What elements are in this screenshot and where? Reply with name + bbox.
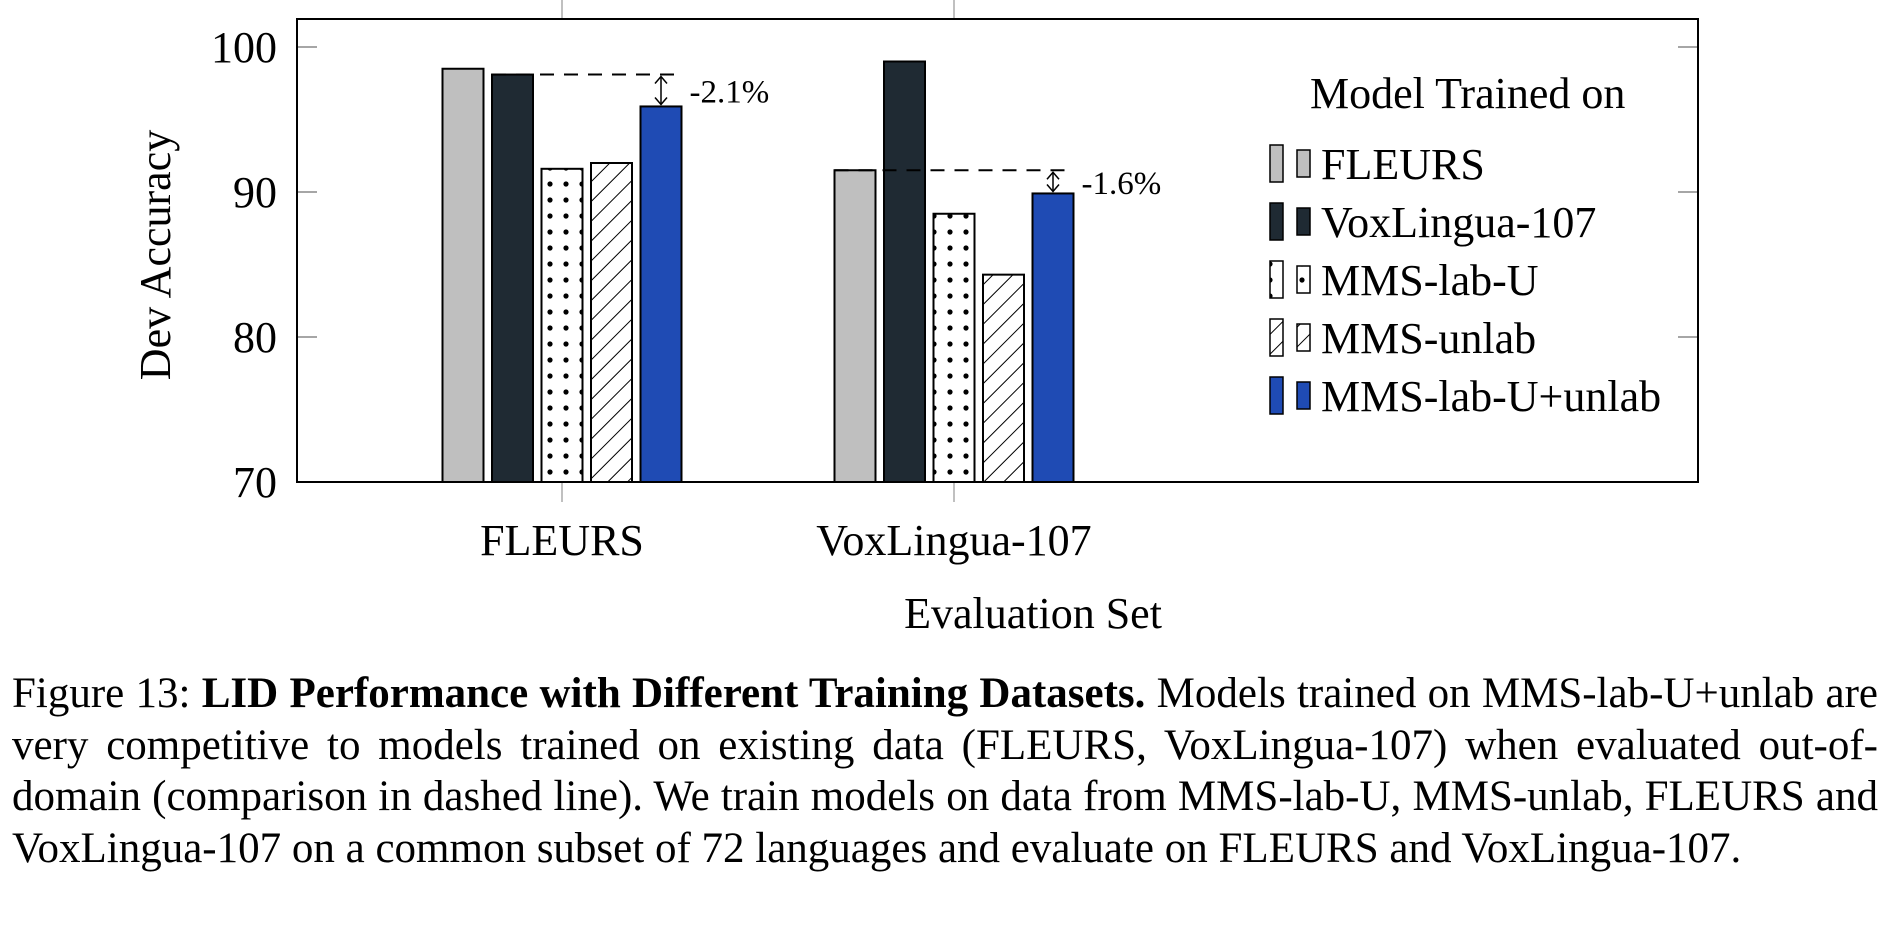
legend-item: MMS-lab-U [1269, 256, 1539, 305]
y-tick-label: 100 [211, 23, 277, 72]
caption-label: Figure 13: [12, 670, 191, 717]
caption-title: LID Performance with Different Training … [201, 670, 1146, 717]
bar [540, 167, 584, 484]
bar [883, 60, 926, 483]
bar [1031, 192, 1075, 483]
legend-swatch [1269, 318, 1284, 357]
plot-frame [296, 18, 1699, 483]
bar [982, 273, 1025, 483]
arrow-down-head [1046, 183, 1060, 193]
legend-item: MMS-lab-U+unlab [1269, 372, 1661, 421]
x-tick-label: FLEURS [480, 516, 644, 565]
y-tick-label: 90 [233, 168, 277, 217]
x-tick-label: VoxLingua-107 [816, 516, 1091, 565]
bar [833, 169, 877, 483]
bar [932, 212, 976, 483]
x-tick-labels: FLEURS VoxLingua-107 [480, 516, 1092, 565]
legend: Model Trained on FLEURS VoxLingua-107 MMS-… [1269, 69, 1661, 421]
delta-label: -1.6% [1082, 166, 1162, 202]
legend-swatch [1269, 202, 1284, 241]
bar [590, 162, 633, 483]
legend-swatch [1269, 144, 1284, 183]
legend-swatch-small [1296, 381, 1311, 410]
y-tick-label: 70 [233, 458, 277, 507]
legend-swatch-small [1296, 149, 1311, 178]
legend-swatch-small [1296, 207, 1311, 236]
arrow-down-head [654, 96, 668, 106]
bar [491, 73, 534, 484]
y-tick-label: 80 [233, 313, 277, 362]
legend-item: FLEURS [1269, 140, 1485, 189]
bars [441, 60, 1075, 484]
arrow-up-head [654, 75, 668, 85]
caption-body: Models trained on MMS-lab-U+unlab are ve… [12, 670, 1878, 872]
legend-label: MMS-lab-U+unlab [1321, 372, 1661, 421]
bar [639, 105, 683, 483]
annotations: -2.1% -1.6% [492, 73, 1162, 202]
legend-label: FLEURS [1321, 140, 1485, 189]
legend-item: VoxLingua-107 [1269, 198, 1596, 247]
delta-label: -2.1% [690, 75, 770, 111]
legend-item: MMS-unlab [1269, 314, 1536, 363]
figure-caption: Figure 13: LID Performance with Differen… [12, 668, 1878, 874]
bar [441, 67, 485, 483]
legend-swatch [1269, 260, 1284, 299]
arrow-up-head [1046, 171, 1060, 180]
legend-swatch [1269, 376, 1284, 415]
bar-chart: -2.1% -1.6% 70 80 90 100 FLEURS VoxLingua-107… [131, 0, 1699, 638]
x-axis-label: Evaluation Set [904, 589, 1162, 638]
legend-label: MMS-unlab [1321, 314, 1536, 363]
legend-swatch-small [1296, 323, 1311, 352]
y-axis-label: Dev Accuracy [131, 130, 180, 380]
legend-title: Model Trained on [1310, 69, 1625, 118]
legend-swatch-small [1296, 265, 1311, 294]
y-tick-labels: 70 80 90 100 [211, 23, 277, 507]
legend-label: VoxLingua-107 [1321, 198, 1596, 247]
legend-label: MMS-lab-U [1321, 256, 1539, 305]
